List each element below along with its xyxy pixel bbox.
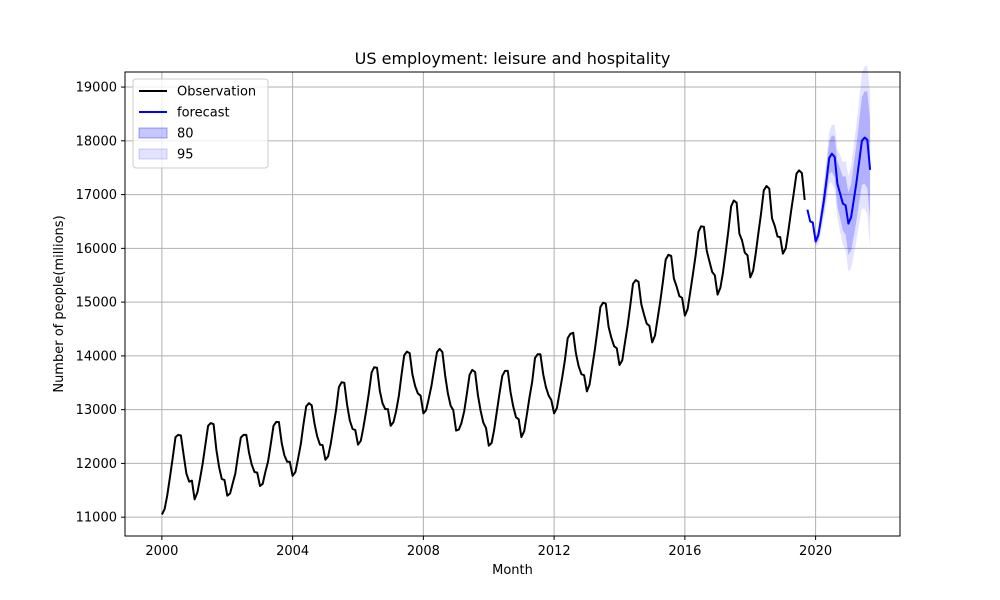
series-line-forecast (806, 136, 872, 243)
x-tick-label: 2008 (407, 544, 440, 559)
interval-bands (807, 65, 871, 272)
legend-box (132, 78, 269, 169)
plot-area-frame (124, 71, 901, 537)
x-tick-label: 2012 (538, 544, 571, 559)
y-tick-label: 16000 (76, 242, 117, 257)
chart-title: US employment: leisure and hospitality (355, 49, 671, 68)
interval-band-95 (807, 65, 871, 272)
y-tick-label: 11000 (76, 511, 117, 526)
y-tick-label: 18000 (76, 134, 117, 149)
series-lines (161, 136, 872, 515)
y-axis-label: Number of people(millions) (52, 215, 67, 392)
y-tick-label: 14000 (76, 349, 117, 364)
legend-label: forecast (177, 106, 230, 121)
y-tick-label: 17000 (76, 188, 117, 203)
legend-swatch-95 (138, 148, 168, 160)
y-axis-ticks: 11000 12000 13000 14000 15000 16000 17000 18000… (76, 81, 125, 526)
legend-label: Observation (177, 85, 256, 100)
y-tick-label: 13000 (76, 403, 117, 418)
legend-swatch-80 (138, 127, 168, 139)
y-tick-label: 15000 (76, 296, 117, 311)
grid (125, 72, 900, 536)
x-axis-ticks: 2000 2004 2008 2012 2016 2020 (145, 536, 832, 559)
legend-label: 80 (177, 127, 194, 142)
legend: Observation forecast 80 95 (132, 78, 269, 169)
legend-label: 95 (177, 148, 194, 163)
x-tick-label: 2004 (276, 544, 309, 559)
series-line-observation (161, 169, 806, 515)
interval-band-80 (807, 91, 871, 255)
y-tick-label: 19000 (76, 81, 117, 96)
x-tick-label: 2020 (799, 544, 832, 559)
x-tick-label: 2016 (668, 544, 701, 559)
x-axis-label: Month (492, 563, 533, 578)
y-tick-label: 12000 (76, 457, 117, 472)
x-tick-label: 2000 (145, 544, 178, 559)
